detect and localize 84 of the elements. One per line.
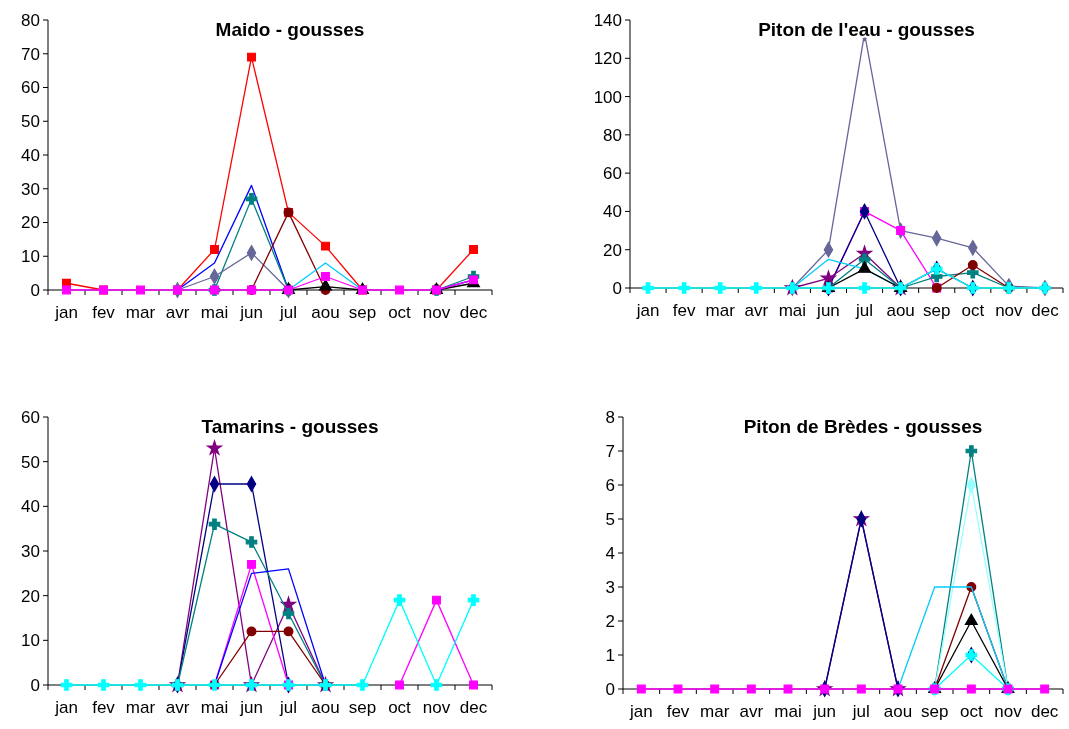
y-tick-label: 30 (21, 179, 40, 199)
x-tick-label: dec (459, 303, 488, 322)
x-tick-label: jul (278, 698, 298, 717)
y-tick-label: 20 (603, 240, 622, 260)
x-tick-label: jan (628, 702, 653, 721)
x-tick-label: mar (125, 303, 156, 322)
x-tick-label: mai (774, 702, 802, 721)
x-tick-label: mai (200, 303, 229, 322)
x-tick-label: jan (635, 301, 660, 320)
x-tick-label: jul (851, 702, 870, 721)
x-tick-label: mar (125, 698, 156, 717)
y-tick-label: 8 (605, 407, 615, 427)
x-tick-label: aou (311, 303, 340, 322)
y-tick-label: 50 (21, 112, 40, 132)
x-tick-label: jan (54, 303, 78, 322)
y-tick-label: 1 (605, 645, 615, 665)
y-tick-label: 40 (21, 145, 40, 165)
x-tick-label: jun (816, 301, 840, 320)
x-tick-label: nov (995, 301, 1024, 320)
y-tick-label: 20 (21, 586, 40, 606)
x-tick-label: fev (666, 702, 690, 721)
x-tick-label: jan (54, 698, 78, 717)
y-tick-label: 0 (612, 278, 622, 298)
y-tick-label: 10 (21, 631, 40, 651)
y-tick-label: 120 (593, 49, 622, 69)
x-tick-label: mai (778, 301, 807, 320)
x-tick-label: aou (311, 698, 340, 717)
y-tick-label: 60 (603, 164, 622, 184)
y-tick-label: 70 (21, 44, 40, 64)
x-tick-label: oct (961, 301, 985, 320)
y-tick-label: 0 (605, 679, 615, 699)
y-tick-label: 0 (30, 280, 40, 300)
x-tick-label: oct (388, 698, 412, 717)
y-tick-label: 4 (605, 543, 615, 563)
y-tick-label: 80 (603, 125, 622, 145)
x-tick-label: aou (883, 702, 913, 721)
x-tick-label: nov (994, 702, 1023, 721)
x-tick-label: jun (812, 702, 837, 721)
y-tick-label: 7 (605, 441, 615, 461)
x-tick-label: sep (348, 698, 377, 717)
x-tick-label: oct (388, 303, 412, 322)
x-tick-label: fev (92, 698, 116, 717)
y-tick-label: 40 (21, 497, 40, 517)
x-tick-label: avr (165, 698, 190, 717)
x-tick-label: avr (744, 301, 769, 320)
x-tick-label: jun (239, 303, 263, 322)
y-tick-label: 6 (605, 475, 615, 495)
x-tick-label: nov (422, 303, 451, 322)
x-tick-label: avr (165, 303, 190, 322)
chart-title: Piton de Brèdes - gousses (743, 416, 983, 437)
y-tick-label: 0 (30, 675, 40, 695)
y-tick-label: 30 (21, 541, 40, 561)
chart-title: Maido - gousses (215, 19, 365, 40)
x-tick-label: mar (705, 301, 736, 320)
x-tick-label: jun (239, 698, 263, 717)
x-tick-label: sep (920, 702, 949, 721)
y-tick-label: 80 (21, 10, 40, 30)
y-tick-label: 50 (21, 452, 40, 472)
x-tick-label: dec (1031, 301, 1060, 320)
x-tick-label: mar (700, 702, 730, 721)
x-tick-label: mai (200, 698, 229, 717)
x-tick-label: jul (855, 301, 874, 320)
x-tick-label: dec (459, 698, 488, 717)
x-tick-label: fev (672, 301, 696, 320)
x-tick-label: sep (923, 301, 951, 320)
y-tick-label: 10 (21, 247, 40, 267)
y-tick-label: 5 (605, 509, 615, 529)
y-tick-label: 100 (593, 87, 622, 107)
chart-title: Tamarins - gousses (201, 416, 379, 437)
x-tick-label: sep (348, 303, 377, 322)
y-tick-label: 20 (21, 213, 40, 233)
y-tick-label: 2 (605, 611, 615, 631)
y-tick-label: 40 (603, 202, 622, 222)
y-tick-label: 140 (593, 10, 622, 30)
x-tick-label: nov (422, 698, 451, 717)
x-tick-label: fev (92, 303, 116, 322)
x-tick-label: aou (886, 301, 915, 320)
x-tick-label: oct (959, 702, 983, 721)
y-tick-label: 60 (21, 78, 40, 98)
y-tick-label: 60 (21, 407, 40, 427)
x-tick-label: jul (278, 303, 298, 322)
y-tick-label: 3 (605, 577, 615, 597)
x-tick-label: avr (739, 702, 764, 721)
x-tick-label: dec (1030, 702, 1059, 721)
